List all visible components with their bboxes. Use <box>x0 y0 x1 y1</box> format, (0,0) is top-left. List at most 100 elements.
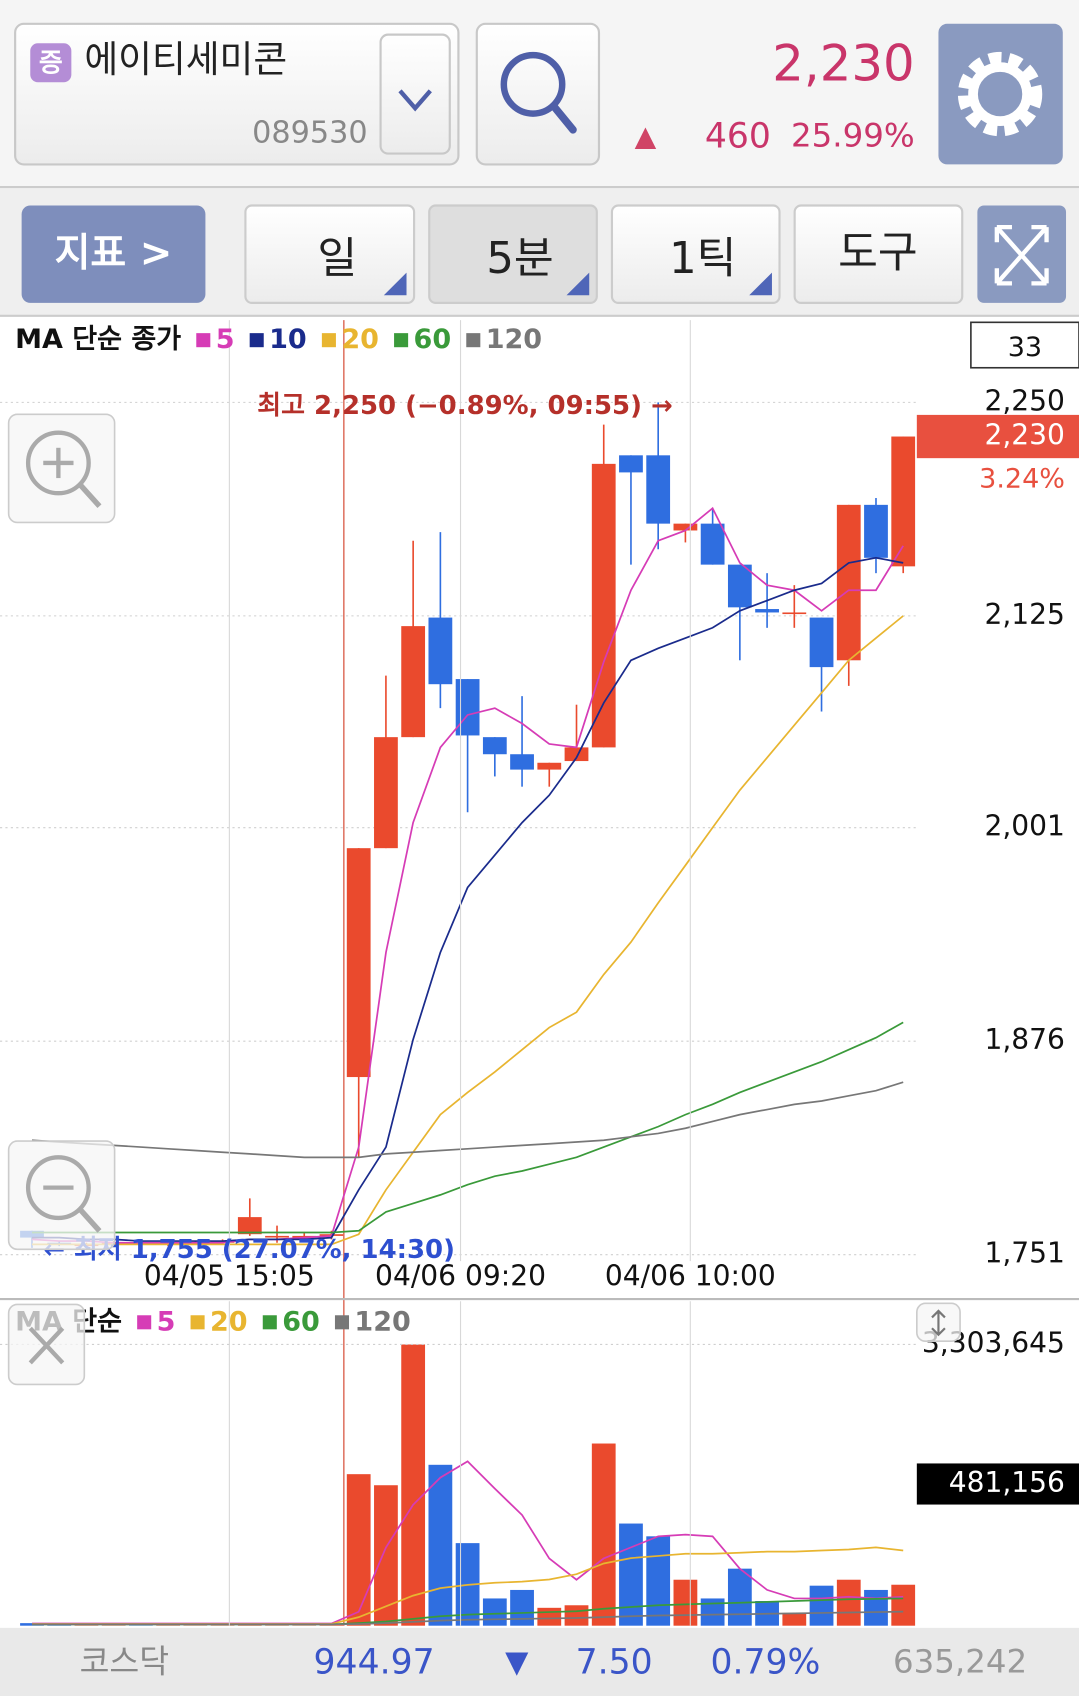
candle-body <box>782 612 807 615</box>
volume-bar <box>591 1443 616 1626</box>
zoom-icon <box>77 482 102 509</box>
volume-bar <box>47 1625 72 1626</box>
y-tick-label: 2,001 <box>984 810 1064 843</box>
y-tick-label: 2,250 <box>984 384 1064 417</box>
resize-icon <box>931 1309 946 1337</box>
candle-body <box>510 754 534 770</box>
volume-bar <box>809 1585 834 1626</box>
market: 코스닥 <box>80 1643 170 1681</box>
ma-line <box>32 615 904 1246</box>
legend-label: 60 <box>414 324 452 355</box>
last-volume-box <box>916 1463 1079 1505</box>
market-rate: 0.79% <box>711 1643 821 1683</box>
change-arrow: ▲ <box>635 119 657 152</box>
legend-label: 5 <box>157 1306 176 1337</box>
candle-body <box>455 679 480 736</box>
y-tick-label: 1,876 <box>984 1023 1064 1056</box>
y-tick-label: 2,125 <box>984 598 1064 631</box>
ma-line <box>31 506 904 1244</box>
legend-swatch <box>249 333 264 348</box>
candle-body <box>374 737 398 849</box>
candle-body <box>265 1235 289 1238</box>
legend-label: 20 <box>341 324 379 355</box>
stock-code: 089530 <box>252 116 368 151</box>
y-tick-label: 1,751 <box>984 1237 1064 1270</box>
tab-button[interactable] <box>428 204 598 304</box>
candle-body <box>646 455 671 524</box>
market-change: 7.50 <box>576 1643 653 1683</box>
tab-label: 1틱 <box>669 234 736 284</box>
x-tick-label: 04/06 10:00 <box>605 1259 776 1292</box>
tab-label: 5분 <box>486 234 553 284</box>
tab-button[interactable] <box>793 204 964 304</box>
tab-button[interactable] <box>610 204 781 304</box>
legend-label: 60 <box>282 1306 320 1337</box>
volume-bar <box>836 1579 861 1626</box>
tab-button[interactable] <box>244 204 416 304</box>
volume-bar <box>864 1589 888 1626</box>
legend-swatch <box>196 333 211 348</box>
chevron-icon <box>398 89 432 112</box>
zoom-icon <box>25 430 91 496</box>
legend-label: 120 <box>354 1306 410 1337</box>
candle-body <box>619 455 643 473</box>
market-index: 944.97 <box>314 1643 435 1683</box>
candle-body <box>591 463 616 748</box>
x-tick-label: 04/05 15:05 <box>144 1259 315 1292</box>
candle-body <box>346 848 371 1078</box>
tab-label: 일 <box>317 234 357 284</box>
last-price-box <box>916 414 1079 459</box>
legend-swatch <box>137 1315 152 1330</box>
ma-line <box>31 1081 904 1159</box>
badge-bg <box>30 43 72 83</box>
volume-bar <box>374 1485 398 1626</box>
indicator-button[interactable] <box>21 205 206 303</box>
search-icon <box>500 51 566 117</box>
high-note: 최고 2,250 (−0.89%, 09:55) → <box>257 391 672 421</box>
last-volume-label: 481,156 <box>949 1466 1065 1499</box>
candle-body <box>673 523 698 531</box>
ma-line <box>32 556 904 1242</box>
close-icon <box>28 1326 65 1365</box>
volume-bar <box>510 1589 534 1626</box>
ma-line <box>32 1610 904 1626</box>
candle-body <box>401 626 426 738</box>
legend-swatch <box>334 1315 350 1330</box>
settings-button[interactable] <box>938 23 1063 165</box>
volume-bar <box>782 1612 807 1626</box>
volume-bar <box>482 1598 507 1626</box>
ma-line <box>32 1021 904 1234</box>
legend-swatch <box>394 333 409 348</box>
volume-bar <box>428 1464 453 1626</box>
volume-bar <box>891 1584 916 1626</box>
price: 2,230 <box>772 35 914 93</box>
volume-bar <box>346 1474 371 1626</box>
candle-body <box>755 609 779 613</box>
stock-name: 에이티세미콘 <box>84 38 287 81</box>
search-icon-handle <box>549 102 577 134</box>
last-change: 3.24% <box>979 463 1065 494</box>
candle-body <box>809 617 834 668</box>
stock-box[interactable] <box>14 22 460 166</box>
volume-bar <box>74 1625 99 1626</box>
candle-body <box>864 504 888 558</box>
legend-title: MA 단순 종가 <box>15 324 181 355</box>
candle-body <box>564 747 589 762</box>
volume-bar <box>319 1625 344 1626</box>
candle-body <box>482 737 507 755</box>
legend-swatch <box>190 1315 205 1330</box>
candle-body <box>700 523 725 565</box>
footer-bg <box>0 1627 1079 1696</box>
dropdown-button[interactable] <box>379 33 451 155</box>
last-price-label: 2,230 <box>984 419 1064 452</box>
legend-swatch <box>262 1315 277 1330</box>
volume-bar <box>20 1623 44 1626</box>
indicator-label: 지표 > <box>55 231 173 276</box>
search-button[interactable] <box>475 22 601 166</box>
legend-swatch <box>321 333 336 348</box>
legend-label: 5 <box>216 324 235 355</box>
market-volume: 635,242 <box>893 1643 1027 1681</box>
